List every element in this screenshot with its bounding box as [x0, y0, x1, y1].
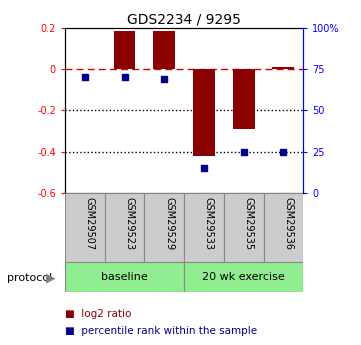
Bar [65, 262, 184, 292]
Bar [105, 193, 144, 262]
Bar [184, 262, 303, 292]
Bar [65, 193, 105, 262]
Text: GSM29536: GSM29536 [283, 197, 293, 250]
Bar [144, 193, 184, 262]
Text: ■  log2 ratio: ■ log2 ratio [65, 309, 131, 319]
Bar [273, 67, 294, 69]
Text: ■  percentile rank within the sample: ■ percentile rank within the sample [65, 326, 257, 336]
Bar [233, 69, 255, 129]
Bar [224, 193, 264, 262]
Text: GSM29533: GSM29533 [204, 197, 214, 250]
Text: ▶: ▶ [46, 271, 56, 284]
Text: GSM29535: GSM29535 [244, 197, 254, 250]
Bar [264, 193, 303, 262]
Text: baseline: baseline [101, 272, 148, 282]
Text: protocol: protocol [7, 273, 52, 283]
Bar [184, 193, 224, 262]
Text: GSM29507: GSM29507 [85, 197, 95, 250]
Title: GDS2234 / 9295: GDS2234 / 9295 [127, 12, 241, 27]
Bar [193, 69, 215, 156]
Text: GSM29523: GSM29523 [125, 197, 135, 250]
Bar [114, 31, 135, 69]
Text: 20 wk exercise: 20 wk exercise [202, 272, 285, 282]
Bar [153, 31, 175, 69]
Text: GSM29529: GSM29529 [164, 197, 174, 250]
